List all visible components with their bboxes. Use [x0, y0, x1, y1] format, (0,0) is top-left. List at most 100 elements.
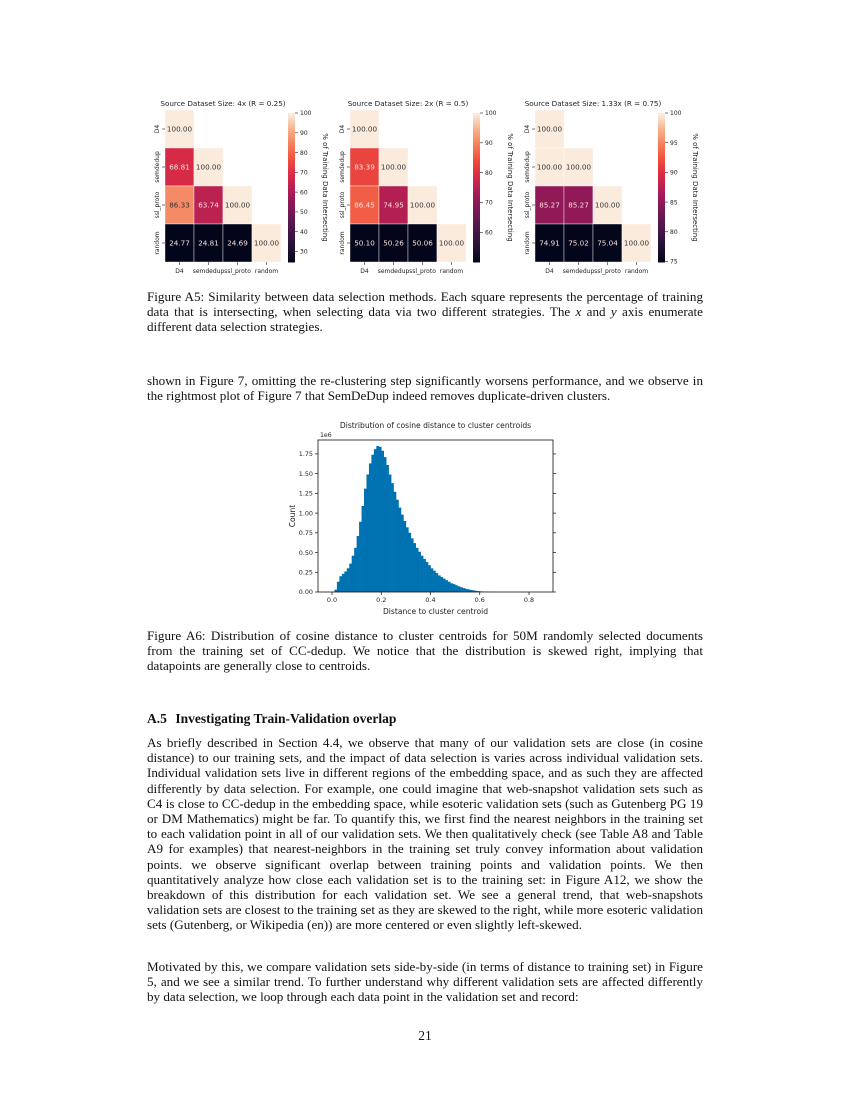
figure-a6-histogram: Distribution of cosine distance to clust…	[288, 421, 556, 616]
colorbar-segment	[473, 185, 480, 188]
colorbar-segment	[473, 209, 480, 213]
y-axis-label: Count	[288, 505, 297, 528]
colorbar-segment	[473, 222, 480, 226]
y-tick-label: semdedup	[339, 151, 346, 183]
colorbar-segment	[288, 150, 295, 154]
colorbar-segment	[473, 125, 480, 129]
y-tick-label: ssl_proto	[339, 191, 346, 218]
colorbar-segment	[288, 175, 295, 179]
colorbar-segment	[473, 194, 480, 198]
colorbar-tick-label: 75	[670, 259, 678, 266]
colorbar-segment	[473, 204, 480, 208]
heatmap-cell-label: 75.02	[568, 239, 589, 248]
colorbar-segment	[288, 172, 295, 176]
histogram-bar	[425, 562, 429, 592]
colorbar-segment	[658, 187, 665, 191]
heatmap-cell-label: 24.81	[198, 239, 219, 248]
colorbar-segment	[288, 234, 295, 238]
histogram-bar	[447, 581, 451, 592]
histogram-bar	[452, 584, 456, 592]
histogram-bar	[418, 551, 421, 592]
histogram-bar	[354, 547, 357, 592]
heatmap-cell-label: 100.00	[254, 239, 280, 248]
histogram-bar	[336, 581, 340, 592]
heatmap-cell-label: 100.00	[439, 239, 465, 248]
x-tick-label: 0.8	[524, 596, 534, 604]
colorbar-segment	[288, 229, 295, 233]
colorbar-label: % of Training Data Intersecting	[321, 133, 329, 241]
heatmap-cell-label: 100.00	[381, 163, 407, 172]
x-tick-label: semdedup	[378, 268, 410, 275]
colorbar-segment	[473, 117, 480, 121]
colorbar-tick-label: 50	[300, 209, 308, 216]
colorbar-tick-label: 30	[300, 249, 308, 256]
heatmap-cell	[436, 223, 467, 263]
colorbar-tick-label: 60	[485, 230, 493, 237]
heatmap-cell-label: 100.00	[352, 125, 378, 134]
colorbar-segment	[473, 170, 480, 174]
histogram-title: Distribution of cosine distance to clust…	[340, 421, 531, 430]
colorbar-segment	[473, 224, 480, 228]
colorbar-segment	[658, 247, 665, 251]
colorbar-segment	[473, 130, 480, 134]
colorbar-segment	[288, 185, 295, 188]
heatmap-title: Source Dataset Size: 2x (R = 0.5)	[348, 99, 469, 108]
colorbar-segment	[473, 175, 480, 179]
heatmap-cell	[251, 223, 282, 263]
heatmap-cell-label: 100.00	[537, 125, 563, 134]
colorbar-segment	[658, 125, 665, 129]
x-tick-label: random	[255, 268, 278, 275]
colorbar-segment	[288, 135, 295, 139]
colorbar-segment	[473, 157, 480, 161]
colorbar-segment	[473, 150, 480, 154]
histogram-bar	[440, 577, 444, 592]
colorbar-segment	[658, 209, 665, 213]
histogram-bar	[410, 538, 414, 592]
colorbar-segment	[658, 244, 665, 248]
colorbar-segment	[288, 254, 295, 258]
colorbar-segment	[473, 219, 480, 223]
colorbar-segment	[288, 152, 295, 156]
histogram-bar	[398, 507, 402, 592]
histogram-bar	[469, 589, 473, 592]
histogram-bar	[349, 563, 352, 592]
colorbar-tick-label: 40	[300, 229, 308, 236]
colorbar-tick-label: 90	[485, 140, 493, 147]
colorbar-segment	[473, 252, 480, 256]
colorbar-segment	[658, 135, 665, 139]
histogram-bar	[368, 463, 372, 592]
colorbar-segment	[473, 160, 480, 164]
x-tick-label: ssl_proto	[224, 268, 251, 275]
colorbar-segment	[288, 155, 295, 159]
colorbar-segment	[288, 192, 295, 196]
colorbar-segment	[473, 152, 480, 156]
colorbar-segment	[658, 207, 665, 211]
histogram-bar	[359, 521, 362, 592]
colorbar-segment	[288, 257, 295, 261]
histogram-bar	[344, 571, 348, 592]
histogram-bar	[477, 591, 481, 592]
x-tick-label: semdedup	[563, 268, 595, 275]
colorbar-tick-label: 85	[670, 199, 678, 206]
histogram-bar	[339, 576, 343, 592]
colorbar-segment	[473, 249, 480, 253]
x-tick-label: 0.0	[327, 596, 337, 604]
figure-a5-heatmaps: Source Dataset Size: 4x (R = 0.25) 100.00…	[154, 99, 699, 275]
y-tick-label: D4	[524, 125, 531, 134]
y-tick-label: 0.25	[299, 568, 313, 576]
colorbar-segment	[658, 182, 665, 186]
colorbar-segment	[288, 222, 295, 226]
histogram-bar	[371, 454, 375, 592]
histogram-bar	[381, 450, 385, 592]
y-tick-label: ssl_proto	[524, 191, 531, 218]
colorbar-segment	[473, 197, 480, 201]
colorbar-segment	[473, 259, 480, 263]
colorbar-segment	[288, 140, 295, 144]
colorbar-segment	[473, 137, 480, 141]
heatmap-1: Source Dataset Size: 4x (R = 0.25) 100.00…	[154, 99, 329, 275]
colorbar-segment	[658, 194, 665, 198]
histogram-bar	[460, 587, 463, 592]
x-tick-label: semdedup	[193, 268, 225, 275]
colorbar-segment	[288, 127, 295, 131]
